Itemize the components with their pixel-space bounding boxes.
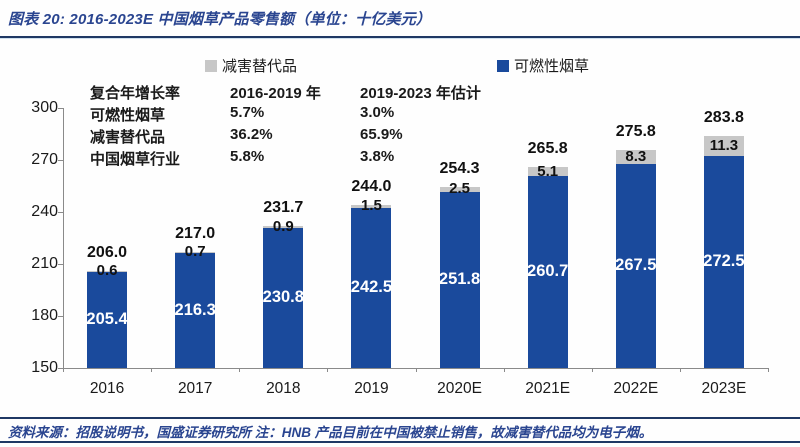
cagr-header-metric: 复合年增长率 <box>90 85 181 102</box>
combustible-value-label: 242.5 <box>350 277 393 296</box>
y-axis-label: 180 <box>31 307 58 324</box>
y-axis-label: 270 <box>31 151 58 168</box>
y-axis-tick <box>58 160 63 161</box>
cagr-value: 36.2% <box>230 126 273 143</box>
y-axis-label: 240 <box>31 203 58 220</box>
y-axis-label: 300 <box>31 99 58 116</box>
x-axis-label: 2021E <box>525 380 571 397</box>
alternatives-value-label: 1.5 <box>361 197 382 215</box>
bar-segment-alternatives <box>87 270 128 272</box>
bar-segment-combustible <box>527 176 568 368</box>
cagr-value: 5.8% <box>230 148 265 165</box>
total-value-label: 275.8 <box>615 122 656 140</box>
total-value-label: 254.3 <box>439 160 480 178</box>
y-axis-line <box>63 108 64 368</box>
cagr-value: 3.8% <box>360 148 395 165</box>
x-axis-tick <box>151 368 153 372</box>
legend-item-alternatives: 减害替代品 <box>205 55 297 76</box>
combustible-value-label: 260.7 <box>527 262 569 281</box>
bar-segment-alternatives <box>351 205 392 208</box>
cagr-row-label: 中国烟草行业 <box>90 151 181 168</box>
bar-segment-combustible <box>351 207 392 368</box>
alternatives-value-label: 0.7 <box>184 243 206 261</box>
source-note: 资料来源：招股说明书，国盛证券研究所 注：HNB 产品目前在中国被禁止销售，故减… <box>8 425 653 440</box>
bar-segment-alternatives <box>615 149 656 165</box>
cagr-value: 3.0% <box>360 104 395 121</box>
y-axis-tick <box>58 368 63 369</box>
combustible-value-label: 267.5 <box>615 256 657 275</box>
x-axis-label: 2022E <box>613 380 659 397</box>
bar-segment-combustible <box>703 155 744 368</box>
x-axis-label: 2023E <box>701 380 747 397</box>
footer-divider-top <box>0 417 800 419</box>
total-value-label: 283.8 <box>703 109 744 127</box>
cagr-value: 65.9% <box>360 126 403 143</box>
x-axis-tick <box>239 368 241 372</box>
bar-segment-alternatives <box>263 226 304 228</box>
combustible-value-label: 251.8 <box>438 269 481 288</box>
x-axis-tick <box>679 368 681 372</box>
cagr-row-label: 可燃性烟草 <box>90 107 166 124</box>
combustible-value-label: 216.3 <box>174 300 216 319</box>
x-axis-label: 2017 <box>177 380 213 397</box>
cagr-row-label: 减害替代品 <box>90 129 166 146</box>
combustible-value-label: 230.8 <box>262 287 304 306</box>
cagr-value: 5.7% <box>230 104 265 121</box>
legend-label: 可燃性烟草 <box>514 58 590 75</box>
y-axis-tick <box>58 212 63 213</box>
cagr-header-period1: 2016-2019 年 <box>230 85 321 102</box>
bar-segment-alternatives <box>439 187 480 192</box>
total-value-label: 244.0 <box>351 178 392 196</box>
bar-segment-combustible <box>175 253 216 368</box>
legend-label: 减害替代品 <box>222 58 298 75</box>
alternatives-value-label: 2.5 <box>449 180 470 198</box>
bar-segment-alternatives <box>175 251 216 254</box>
x-axis-tick <box>327 368 329 372</box>
footer-divider-bottom <box>0 441 800 443</box>
bar-segment-alternatives <box>527 167 568 177</box>
alternatives-value-label: 0.9 <box>272 218 294 236</box>
y-axis-tick <box>58 264 63 265</box>
x-axis-tick <box>503 368 505 372</box>
total-value-label: 231.7 <box>263 199 304 217</box>
bar-segment-combustible <box>87 271 128 368</box>
x-axis-label: 2019 <box>354 380 389 397</box>
x-axis-tick <box>591 368 593 372</box>
gray-swatch-icon <box>205 59 217 72</box>
x-axis-label: 2020E <box>437 380 482 397</box>
cagr-table: 复合年增长率 2016-2019 年 2019-2023 年估计 可燃性烟草 5… <box>90 82 520 170</box>
x-axis-label: 2016 <box>89 380 125 397</box>
title-divider <box>0 36 800 39</box>
y-axis-label: 150 <box>31 359 58 376</box>
blue-swatch-icon <box>497 59 509 72</box>
combustible-value-label: 272.5 <box>703 251 745 270</box>
x-axis-tick <box>63 368 64 372</box>
x-axis-label: 2018 <box>266 380 301 397</box>
total-value-label: 206.0 <box>87 243 128 261</box>
legend-item-combustible: 可燃性烟草 <box>497 55 589 76</box>
y-axis-tick <box>58 108 63 109</box>
alternatives-value-label: 5.1 <box>537 162 559 180</box>
x-axis-tick <box>415 368 417 372</box>
x-axis-tick <box>768 368 769 372</box>
bar-segment-alternatives <box>703 136 744 156</box>
bar-segment-combustible <box>263 227 304 368</box>
cagr-header-period2: 2019-2023 年估计 <box>360 85 481 102</box>
bar-segment-combustible <box>615 164 656 368</box>
y-axis-label: 210 <box>31 255 58 272</box>
alternatives-value-label: 11.3 <box>709 136 739 154</box>
alternatives-value-label: 0.6 <box>96 262 118 280</box>
combustible-value-label: 205.4 <box>86 309 128 328</box>
alternatives-value-label: 8.3 <box>625 148 647 166</box>
bar-segment-combustible <box>439 191 480 368</box>
total-value-label: 217.0 <box>175 224 216 242</box>
y-axis-tick <box>58 316 63 317</box>
total-value-label: 265.8 <box>527 140 568 158</box>
figure-title: 图表 20: 2016-2023E 中国烟草产品零售额（单位：十亿美元） <box>8 11 432 28</box>
chart-legend: 减害替代品 可燃性烟草 <box>0 55 800 76</box>
